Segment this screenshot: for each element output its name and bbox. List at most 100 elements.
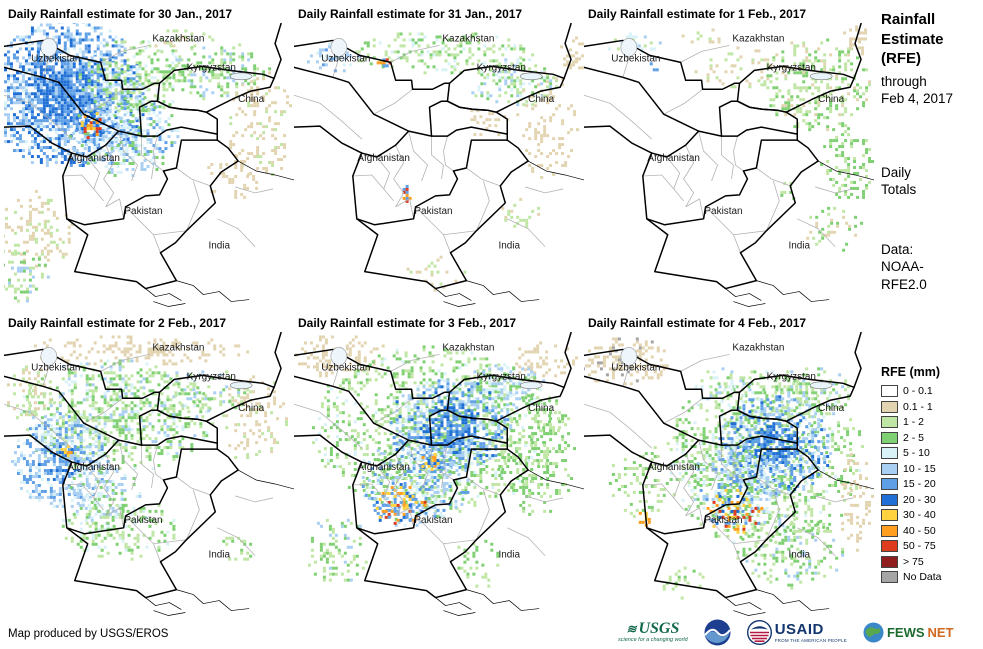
legend-item: 0.1 - 1 <box>881 399 979 415</box>
legend-swatch <box>881 385 898 398</box>
legend-swatch <box>881 524 898 537</box>
legend-item: 1 - 2 <box>881 414 979 430</box>
country-label-pakistan: Pakistan <box>704 515 742 526</box>
country-label-afghanistan: Afghanistan <box>357 462 410 473</box>
country-label-kazakhstan: Kazakhstan <box>732 33 784 44</box>
legend-item: 40 - 50 <box>881 523 979 539</box>
panel-title: Daily Rainfall estimate for 2 Feb., 2017 <box>8 316 227 330</box>
country-label-india: India <box>498 241 520 252</box>
country-label-india: India <box>788 550 810 561</box>
panel-title: Daily Rainfall estimate for 3 Feb., 2017 <box>298 316 517 330</box>
panel-4-feb: Daily Rainfall estimate for 4 Feb., 2017… <box>584 309 874 618</box>
legend-label: 20 - 30 <box>903 493 936 506</box>
country-label-pakistan: Pakistan <box>414 515 452 526</box>
legend-label: 2 - 5 <box>903 431 925 444</box>
legend-swatch <box>881 478 898 491</box>
country-labels: Kazakhstan Uzbekistan Kyrgyzstan China Afgha… <box>31 33 264 251</box>
panel-3-feb: Daily Rainfall estimate for 3 Feb., 2017… <box>294 309 584 618</box>
rainfall-map: Kazakhstan Uzbekistan Kyrgyzstan China Afgha… <box>294 23 584 308</box>
country-label-china: China <box>528 94 554 105</box>
noaa-logo <box>703 619 731 646</box>
country-label-pakistan: Pakistan <box>124 206 162 217</box>
country-label-uzbekistan: Uzbekistan <box>31 362 80 373</box>
country-label-kyrgyzstan: Kyrgyzstan <box>767 62 816 73</box>
legend-item: 5 - 10 <box>881 445 979 461</box>
country-label-china: China <box>528 403 554 414</box>
map-grid: Daily Rainfall estimate for 30 Jan., 201… <box>4 0 874 618</box>
country-label-kyrgyzstan: Kyrgyzstan <box>187 62 236 73</box>
legend-label: 15 - 20 <box>903 478 936 491</box>
country-label-kyrgyzstan: Kyrgyzstan <box>767 371 816 382</box>
legend-item: 2 - 5 <box>881 430 979 446</box>
legend-item: 0 - 0.1 <box>881 383 979 399</box>
rainfall-pixels <box>584 337 874 600</box>
country-label-kazakhstan: Kazakhstan <box>152 33 204 44</box>
country-label-pakistan: Pakistan <box>704 206 742 217</box>
country-label-afghanistan: Afghanistan <box>67 462 120 473</box>
country-label-india: India <box>208 550 230 561</box>
country-label-kazakhstan: Kazakhstan <box>152 342 204 353</box>
sidebar-daily-totals: Daily Totals <box>881 164 917 198</box>
country-label-uzbekistan: Uzbekistan <box>31 53 80 64</box>
country-labels: Kazakhstan Uzbekistan Kyrgyzstan China Afgha… <box>31 342 264 560</box>
country-label-china: China <box>238 403 264 414</box>
rainfall-map: Kazakhstan Uzbekistan Kyrgyzstan China Afgha… <box>4 332 294 617</box>
country-label-china: China <box>238 94 264 105</box>
country-label-india: India <box>788 241 810 252</box>
legend-item: No Data <box>881 569 979 585</box>
usgs-wordmark: ≋ USGS <box>626 619 680 637</box>
legend-label: 10 - 15 <box>903 462 936 475</box>
legend-item: 15 - 20 <box>881 476 979 492</box>
legend-swatch <box>881 571 898 584</box>
country-label-india: India <box>208 241 230 252</box>
fewsnet-net-wordmark: NET <box>927 625 954 640</box>
country-labels: Kazakhstan Uzbekistan Kyrgyzstan China Afgha… <box>321 342 554 560</box>
usgs-logo: ≋ USGS science for a changing world <box>618 619 688 645</box>
logo-row: ≋ USGS science for a changing world USAID… <box>618 619 954 646</box>
legend-label: 1 - 2 <box>903 416 925 429</box>
fews-wordmark: FEWS <box>886 625 925 640</box>
legend-swatch <box>881 555 898 568</box>
legend-label: 0 - 0.1 <box>903 385 933 398</box>
legend-swatch <box>881 540 898 553</box>
rainfall-pixels <box>607 25 874 252</box>
legend-swatch <box>881 447 898 460</box>
country-label-afghanistan: Afghanistan <box>647 462 700 473</box>
country-label-uzbekistan: Uzbekistan <box>611 53 660 64</box>
footer: Map produced by USGS/EROS ≋ USGS science … <box>0 619 983 649</box>
panel-title: Daily Rainfall estimate for 4 Feb., 2017 <box>588 316 807 330</box>
rainfall-pixels <box>294 335 579 588</box>
country-label-pakistan: Pakistan <box>124 515 162 526</box>
legend-label: 50 - 75 <box>903 540 936 553</box>
legend-item: 10 - 15 <box>881 461 979 477</box>
fewsnet-logo: FEWS NET <box>863 622 954 643</box>
legend-label: 40 - 50 <box>903 524 936 537</box>
sidebar-subtitle: through Feb 4, 2017 <box>881 73 954 107</box>
country-label-india: India <box>498 550 520 561</box>
legend-swatch <box>881 493 898 506</box>
country-label-kazakhstan: Kazakhstan <box>442 342 494 353</box>
legend-label: No Data <box>903 571 942 584</box>
country-label-uzbekistan: Uzbekistan <box>611 362 660 373</box>
sidebar-data-source: Data: NOAA- RFE2.0 <box>881 241 927 292</box>
country-label-afghanistan: Afghanistan <box>647 153 700 164</box>
panel-2-feb: Daily Rainfall estimate for 2 Feb., 2017… <box>4 309 294 618</box>
legend-swatch <box>881 416 898 429</box>
panel-1-feb: Daily Rainfall estimate for 1 Feb., 2017… <box>584 0 874 309</box>
usgs-waves-icon: ≋ <box>626 621 637 636</box>
rainfall-map: Kazakhstan Uzbekistan Kyrgyzstan China Afgha… <box>294 332 584 617</box>
legend-label: 0.1 - 1 <box>903 400 933 413</box>
legend-swatch <box>881 462 898 475</box>
country-label-pakistan: Pakistan <box>414 206 452 217</box>
usaid-logo: USAID FROM THE AMERICAN PEOPLE <box>746 620 847 645</box>
legend-item: 50 - 75 <box>881 538 979 554</box>
legend-label: 30 - 40 <box>903 509 936 522</box>
legend-label: 5 - 10 <box>903 447 930 460</box>
country-label-china: China <box>818 94 844 105</box>
country-label-kyrgyzstan: Kyrgyzstan <box>187 371 236 382</box>
legend-items: 0 - 0.1 0.1 - 1 1 - 2 2 - 5 5 - 10 10 - 15 15 … <box>881 383 979 585</box>
usaid-emblem-icon <box>746 620 772 645</box>
legend-item: > 75 <box>881 554 979 570</box>
legend-item: 30 - 40 <box>881 507 979 523</box>
country-label-uzbekistan: Uzbekistan <box>321 53 370 64</box>
